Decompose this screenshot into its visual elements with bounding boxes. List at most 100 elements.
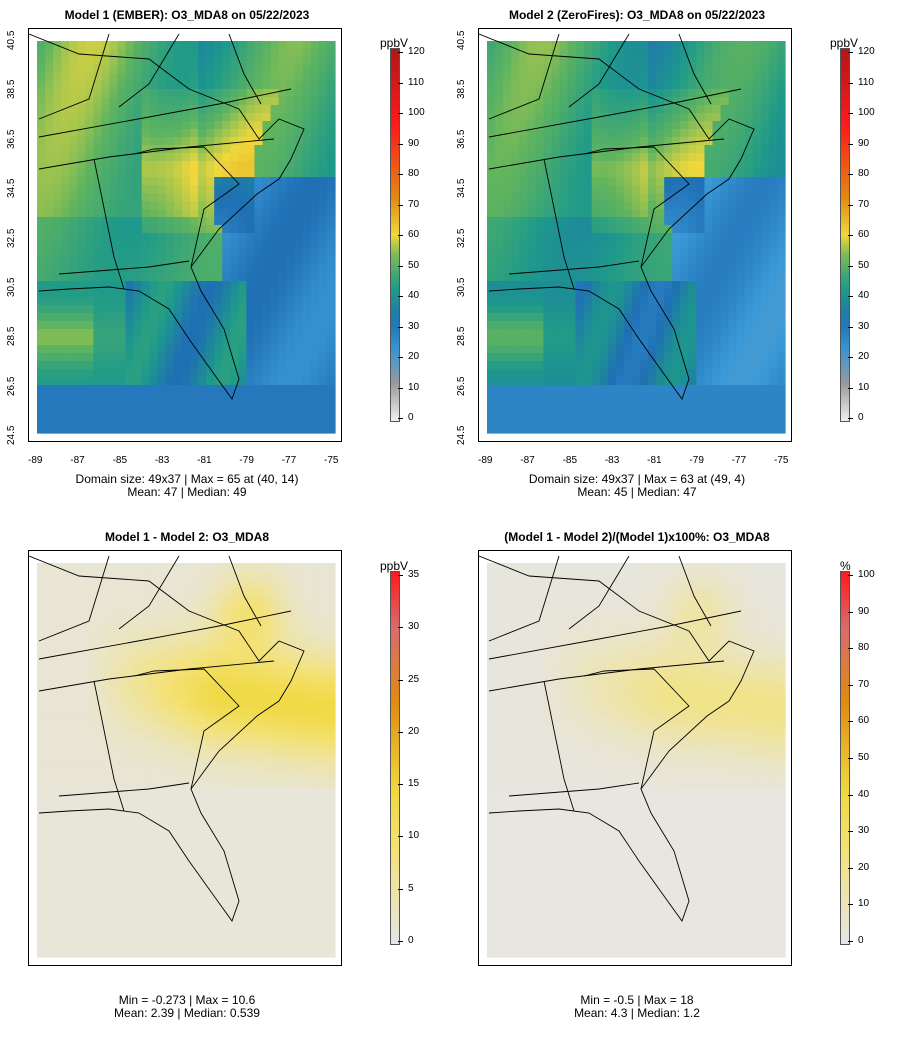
grid-cell — [294, 619, 304, 628]
grid-cell — [53, 425, 62, 434]
grid-cell — [752, 241, 762, 250]
grid-cell — [222, 345, 231, 354]
grid-cell — [125, 321, 135, 330]
grid-cell — [246, 345, 256, 354]
grid-cell — [511, 369, 520, 378]
grid-cell — [495, 313, 504, 322]
grid-cell — [69, 667, 78, 677]
colorbar-label: 20 — [858, 351, 870, 362]
grid-cell — [286, 193, 296, 202]
grid-cell — [648, 377, 657, 386]
grid-cell — [93, 377, 103, 386]
grid-cell — [149, 313, 159, 322]
grid-cell — [230, 113, 239, 122]
grid-cell — [77, 747, 86, 757]
grid-cell — [704, 425, 714, 434]
grid-cell — [728, 409, 738, 418]
grid-cell — [222, 715, 231, 725]
grid-cell — [181, 643, 191, 653]
grid-cell — [133, 619, 143, 628]
grid-cell — [37, 273, 46, 282]
grid-cell — [85, 297, 94, 306]
grid-cell — [61, 49, 70, 58]
grid-cell — [631, 65, 641, 74]
grid-cell — [165, 820, 175, 829]
grid-cell — [198, 417, 207, 426]
grid-cell — [222, 297, 231, 306]
grid-cell — [648, 145, 657, 154]
grid-cell — [149, 361, 159, 370]
grid-cell — [551, 73, 561, 82]
grid-cell — [519, 281, 528, 290]
grid-cell — [326, 233, 336, 242]
grid-cell — [101, 73, 111, 82]
grid-cell — [326, 81, 336, 90]
grid-cell — [93, 635, 103, 645]
grid-cell — [640, 161, 649, 170]
grid-cell — [302, 409, 312, 418]
grid-cell — [214, 571, 223, 580]
grid-cell — [286, 747, 296, 757]
grid-cell — [165, 764, 175, 773]
grid-cell — [519, 153, 528, 162]
grid-cell — [173, 820, 183, 829]
grid-cell — [672, 257, 681, 266]
grid-cell — [222, 81, 231, 90]
grid-cell — [238, 820, 247, 829]
grid-cell — [222, 659, 231, 669]
grid-cell — [270, 417, 280, 426]
grid-cell — [631, 241, 641, 250]
grid-cell — [45, 153, 54, 162]
grid-cell — [141, 177, 151, 186]
grid-cell — [181, 755, 191, 765]
grid-cell — [640, 417, 649, 426]
grid-cell — [511, 313, 520, 322]
grid-cell — [286, 209, 296, 218]
grid-cell — [69, 185, 78, 194]
colorbar-tick — [398, 82, 403, 84]
grid-cell — [567, 257, 577, 266]
grid-cell — [77, 361, 86, 370]
grid-cell — [278, 281, 288, 290]
grid-cell — [752, 193, 762, 202]
grid-cell — [165, 595, 175, 604]
grid-cell — [760, 41, 770, 50]
grid-cell — [487, 409, 496, 418]
grid-cell — [567, 153, 577, 162]
colorbar-label: 0 — [858, 412, 864, 423]
grid-cell — [631, 121, 641, 130]
grid-cell — [318, 683, 328, 693]
grid-cell — [246, 225, 256, 234]
grid-cell — [278, 369, 288, 378]
grid-cell — [583, 337, 593, 346]
grid-cell — [286, 89, 296, 98]
grid-cell — [214, 796, 223, 805]
grid-cell — [254, 41, 264, 50]
grid-cell — [69, 683, 78, 693]
grid-cell — [503, 273, 512, 282]
grid-cell — [133, 89, 143, 98]
grid-cell — [527, 273, 536, 282]
grid-cell — [69, 129, 78, 138]
grid-cell — [206, 313, 215, 322]
grid-cell — [101, 113, 111, 122]
grid-cell — [149, 675, 159, 685]
grid-cell — [583, 209, 593, 218]
grid-cell — [214, 209, 223, 218]
grid-cell — [181, 579, 191, 588]
grid-cell — [222, 169, 231, 178]
grid-cell — [631, 361, 641, 370]
grid-cell — [318, 193, 328, 202]
grid-cell — [141, 619, 151, 628]
grid-cell — [37, 571, 46, 580]
grid-cell — [109, 217, 119, 226]
grid-cell — [631, 169, 641, 178]
grid-cell — [278, 595, 288, 604]
grid-cell — [238, 739, 247, 749]
grid-cell — [101, 651, 111, 661]
grid-cell — [109, 739, 119, 749]
grid-cell — [503, 417, 512, 426]
grid-cell — [214, 73, 223, 82]
grid-cell — [61, 281, 70, 290]
grid-cell — [190, 57, 199, 66]
